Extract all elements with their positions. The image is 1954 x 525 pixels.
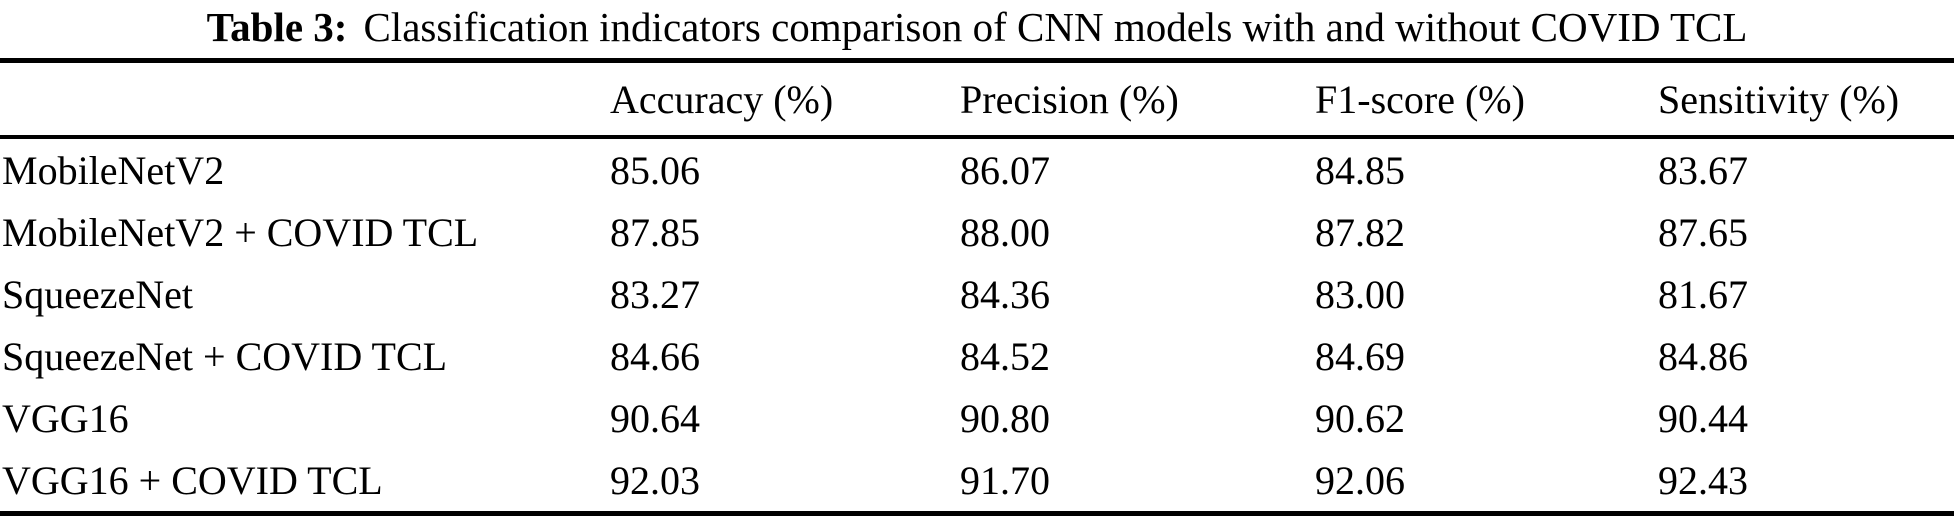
sensitivity-cell: 92.43 xyxy=(1658,457,1748,503)
table-row: VGG16 90.64 90.80 90.62 90.44 xyxy=(0,387,1954,449)
f1-score-cell: 84.85 xyxy=(1315,147,1405,193)
precision-cell: 86.07 xyxy=(960,147,1050,193)
accuracy-cell: 90.64 xyxy=(610,395,700,441)
sensitivity-cell: 81.67 xyxy=(1658,271,1748,317)
sensitivity-cell: 90.44 xyxy=(1658,395,1748,441)
precision-cell: 84.52 xyxy=(960,333,1050,379)
column-header-model xyxy=(0,60,608,139)
column-header-accuracy: Accuracy (%) xyxy=(608,60,958,139)
model-name-cell: VGG16 xyxy=(2,395,129,441)
f1-score-cell: 90.62 xyxy=(1315,395,1405,441)
table-row: SqueezeNet 83.27 84.36 83.00 81.67 xyxy=(0,263,1954,325)
column-header-f1-score: F1-score (%) xyxy=(1313,60,1656,139)
accuracy-cell: 84.66 xyxy=(610,333,700,379)
accuracy-cell: 83.27 xyxy=(610,271,700,317)
precision-cell: 88.00 xyxy=(960,209,1050,255)
model-name-cell: SqueezeNet + COVID TCL xyxy=(2,333,448,379)
table-row: MobileNetV2 85.06 86.07 84.85 83.67 xyxy=(0,137,1954,201)
header-row: Accuracy (%) Precision (%) F1-score (%) … xyxy=(0,60,1954,139)
column-header-sensitivity: Sensitivity (%) xyxy=(1656,60,1954,139)
f1-score-cell: 87.82 xyxy=(1315,209,1405,255)
table-caption: Table 3: Classification indicators compar… xyxy=(0,0,1954,58)
f1-score-cell: 83.00 xyxy=(1315,271,1405,317)
sensitivity-cell: 84.86 xyxy=(1658,333,1748,379)
precision-cell: 90.80 xyxy=(960,395,1050,441)
table-caption-text: Classification indicators comparison of … xyxy=(363,4,1748,50)
column-header-precision: Precision (%) xyxy=(958,60,1313,139)
results-table: Accuracy (%) Precision (%) F1-score (%) … xyxy=(0,58,1954,516)
f1-score-cell: 84.69 xyxy=(1315,333,1405,379)
precision-cell: 84.36 xyxy=(960,271,1050,317)
model-name-cell: SqueezeNet xyxy=(2,271,194,317)
sensitivity-cell: 87.65 xyxy=(1658,209,1748,255)
table-caption-label: Table 3: xyxy=(206,4,348,50)
table-row: MobileNetV2 + COVID TCL 87.85 88.00 87.8… xyxy=(0,201,1954,263)
accuracy-cell: 87.85 xyxy=(610,209,700,255)
accuracy-cell: 85.06 xyxy=(610,147,700,193)
accuracy-cell: 92.03 xyxy=(610,457,700,503)
sensitivity-cell: 83.67 xyxy=(1658,147,1748,193)
table-row: SqueezeNet + COVID TCL 84.66 84.52 84.69… xyxy=(0,325,1954,387)
model-name-cell: MobileNetV2 + COVID TCL xyxy=(2,209,479,255)
precision-cell: 91.70 xyxy=(960,457,1050,503)
f1-score-cell: 92.06 xyxy=(1315,457,1405,503)
table-row: VGG16 + COVID TCL 92.03 91.70 92.06 92.4… xyxy=(0,449,1954,514)
model-name-cell: VGG16 + COVID TCL xyxy=(2,457,383,503)
model-name-cell: MobileNetV2 xyxy=(2,147,225,193)
